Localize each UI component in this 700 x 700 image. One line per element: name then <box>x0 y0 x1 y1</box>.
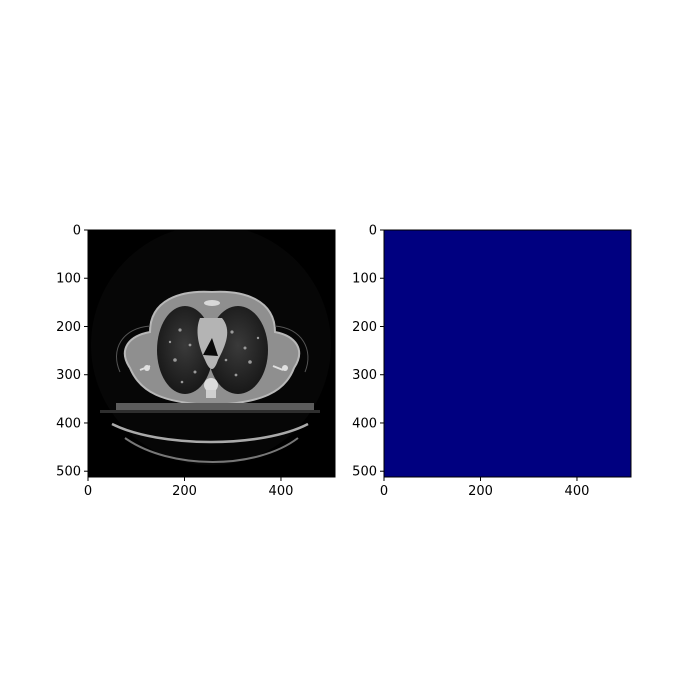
ct-y-tick-label: 100 <box>56 272 81 287</box>
mask-image-frame <box>383 229 632 478</box>
mask-y-tick-label: 400 <box>352 416 377 431</box>
ct-x-tick-label: 400 <box>269 484 294 499</box>
ct-x-tick-label: 0 <box>84 484 92 499</box>
mask-y-tick-label: 500 <box>352 465 377 480</box>
ct-image-panel: 0 200 400 0 100 200 300 400 500 <box>56 224 336 500</box>
mask-axes: 0 200 400 0 100 200 300 400 500 <box>352 224 589 500</box>
mask-panel: 0 200 400 0 100 200 300 400 500 <box>352 224 632 500</box>
mask-x-tick-label: 200 <box>468 484 493 499</box>
mask-x-tick-label: 0 <box>380 484 388 499</box>
ct-y-tick-label: 300 <box>56 368 81 383</box>
ct-y-tick-label: 400 <box>56 416 81 431</box>
ct-y-tick-label: 200 <box>56 320 81 335</box>
mask-image <box>384 230 631 477</box>
ct-scan-picture <box>91 230 331 465</box>
mask-y-tick-label: 200 <box>352 320 377 335</box>
ct-x-tick-label: 200 <box>172 484 197 499</box>
ct-image-axes: 0 200 400 0 100 200 300 400 500 <box>56 224 293 500</box>
mask-y-tick-label: 0 <box>369 224 377 239</box>
ct-y-tick-label: 0 <box>73 224 81 239</box>
ct-y-tick-label: 500 <box>56 465 81 480</box>
ct-image-frame <box>87 229 336 478</box>
mask-x-tick-label: 400 <box>565 484 590 499</box>
mask-y-tick-label: 100 <box>352 272 377 287</box>
mask-y-tick-label: 300 <box>352 368 377 383</box>
